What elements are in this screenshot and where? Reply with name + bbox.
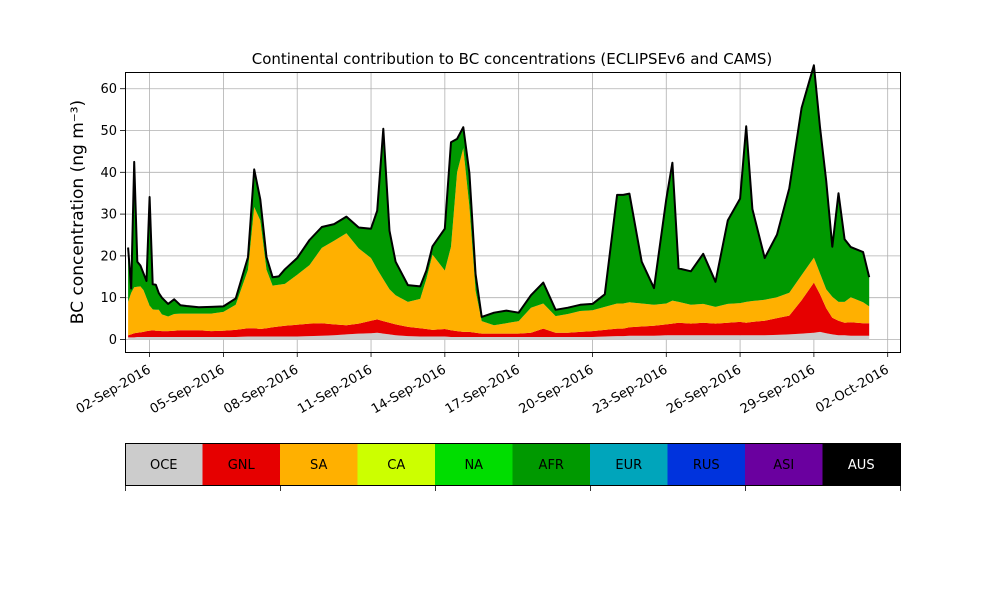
legend-swatch-eur bbox=[590, 443, 668, 485]
legend-swatch-afr bbox=[512, 443, 591, 485]
legend-swatch-rus bbox=[667, 443, 746, 485]
plot-areas bbox=[128, 65, 870, 340]
legend-label-gnl: GNL bbox=[228, 458, 256, 473]
plot-frame bbox=[125, 72, 901, 353]
legend-colorbar: OCE GNL SA CA NA AFR EUR RUS ASI AUS bbox=[125, 443, 901, 491]
legend-swatch-oce bbox=[125, 443, 203, 485]
legend-label-rus: RUS bbox=[693, 458, 720, 473]
area-gnl bbox=[128, 282, 870, 338]
y-tick-label: 30 bbox=[100, 208, 117, 223]
legend-label-ca: CA bbox=[387, 458, 405, 473]
legend-label-sa: SA bbox=[310, 458, 327, 473]
legend-label-oce: OCE bbox=[150, 458, 178, 473]
y-axis-label: BC concentration (ng m⁻³) bbox=[68, 100, 88, 324]
area-sa bbox=[128, 148, 870, 336]
legend-swatch-na bbox=[435, 443, 513, 485]
legend-swatch-gnl bbox=[202, 443, 281, 485]
legend-label-afr: AFR bbox=[539, 458, 564, 473]
y-tick-label: 10 bbox=[100, 291, 117, 306]
y-tick-label: 60 bbox=[100, 82, 117, 97]
legend-label-asi: ASI bbox=[773, 458, 794, 473]
legend-swatch-asi bbox=[745, 443, 823, 485]
legend-swatch-sa bbox=[280, 443, 358, 485]
legend-frame bbox=[125, 443, 901, 486]
area-oce bbox=[128, 331, 870, 340]
chart-title: Continental contribution to BC concentra… bbox=[252, 50, 773, 68]
y-tick-label: 40 bbox=[100, 166, 117, 181]
legend-label-eur: EUR bbox=[615, 458, 642, 473]
total-outline bbox=[127, 64, 871, 318]
legend-label-na: NA bbox=[464, 458, 483, 473]
y-tick-label: 50 bbox=[100, 124, 117, 139]
y-tick-label: 0 bbox=[109, 333, 117, 348]
y-tick-label: 20 bbox=[100, 249, 117, 264]
legend-swatch-aus bbox=[822, 443, 901, 485]
legend-label-aus: AUS bbox=[848, 458, 875, 473]
y-axis: 0 10 20 30 40 50 60 bbox=[100, 82, 125, 348]
plot-outline bbox=[127, 64, 871, 318]
legend-swatch-ca bbox=[357, 443, 436, 485]
